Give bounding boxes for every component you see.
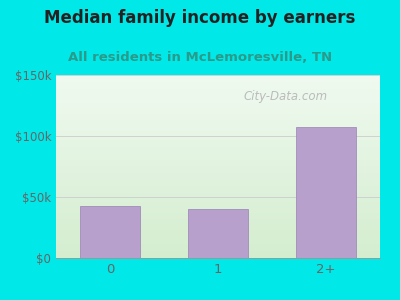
Bar [80, 206, 140, 258]
Text: Median family income by earners: Median family income by earners [44, 9, 356, 27]
Bar [296, 128, 356, 258]
Text: City-Data.com: City-Data.com [244, 91, 328, 103]
Text: All residents in McLemoresville, TN: All residents in McLemoresville, TN [68, 51, 332, 64]
Bar [188, 209, 248, 258]
